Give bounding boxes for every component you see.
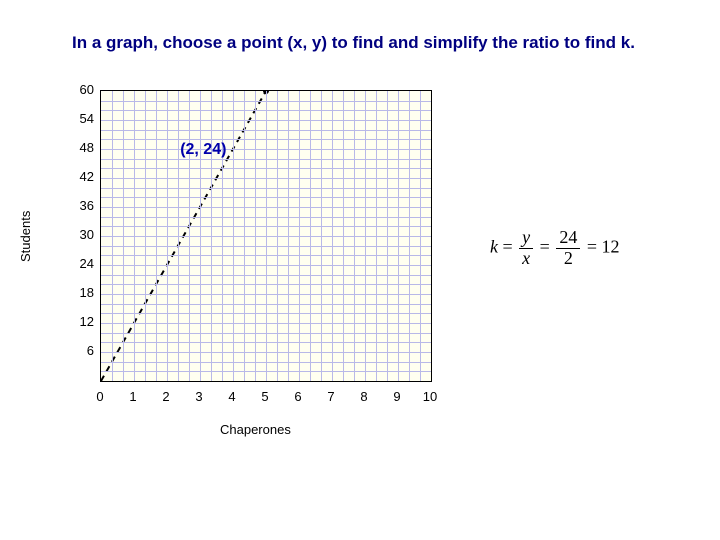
y-tick: 42 [64, 170, 94, 183]
y-axis-label: Students [18, 211, 33, 262]
chart-container: Students Chaperones (2, 24) 612182430364… [40, 90, 460, 450]
eq-frac-yx: y x [519, 228, 533, 269]
eq-result: 12 [601, 236, 619, 256]
y-tick: 54 [64, 112, 94, 125]
eq-den-2: 2 [556, 249, 580, 269]
eq-frac-242: 24 2 [556, 228, 580, 269]
y-tick: 24 [64, 257, 94, 270]
equation: k = y x = 24 2 = 12 [490, 228, 619, 269]
x-tick: 3 [189, 390, 209, 403]
y-tick: 6 [64, 344, 94, 357]
x-tick: 5 [255, 390, 275, 403]
eq-eq2: = [540, 236, 555, 256]
y-tick: 36 [64, 199, 94, 212]
x-tick: 7 [321, 390, 341, 403]
eq-lhs: k [490, 236, 498, 256]
instruction-title: In a graph, choose a point (x, y) to fin… [72, 32, 672, 54]
x-tick: 0 [90, 390, 110, 403]
y-tick: 30 [64, 228, 94, 241]
plot-area: (2, 24) [100, 90, 432, 382]
eq-num-24: 24 [556, 228, 580, 249]
x-tick: 8 [354, 390, 374, 403]
eq-eq1: = [503, 236, 518, 256]
x-tick: 10 [420, 390, 440, 403]
x-tick: 4 [222, 390, 242, 403]
point-annotation: (2, 24) [180, 141, 226, 159]
y-tick: 60 [64, 83, 94, 96]
y-tick: 12 [64, 315, 94, 328]
x-axis-label: Chaperones [220, 422, 291, 437]
x-tick: 6 [288, 390, 308, 403]
eq-den-x: x [519, 249, 533, 269]
x-tick: 2 [156, 390, 176, 403]
x-tick: 1 [123, 390, 143, 403]
y-tick: 48 [64, 141, 94, 154]
eq-eq3: = [587, 236, 602, 256]
x-tick: 9 [387, 390, 407, 403]
eq-num-y: y [519, 228, 533, 249]
y-tick: 18 [64, 286, 94, 299]
